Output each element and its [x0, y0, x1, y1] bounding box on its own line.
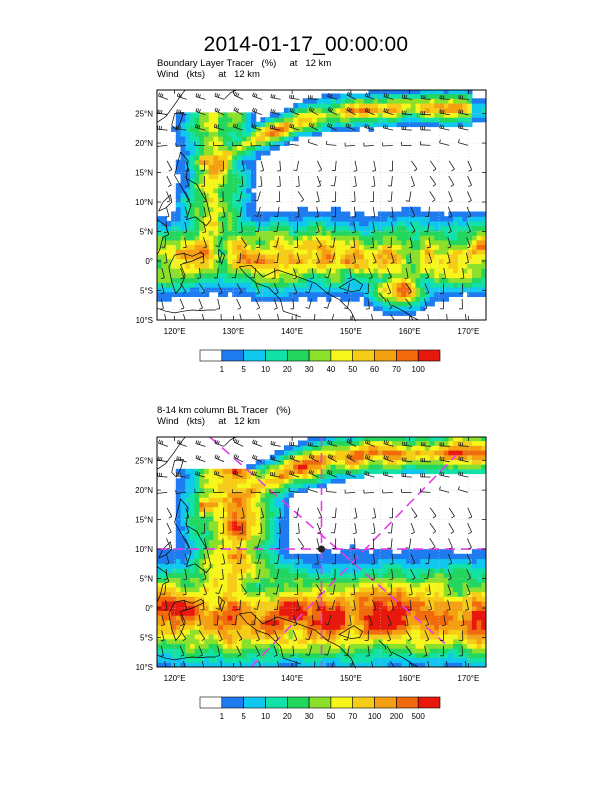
- panel2-wind-barbs: [157, 438, 473, 667]
- panel2-frame: [156, 436, 487, 668]
- panel1-colorbar-label: 50: [348, 365, 357, 374]
- panel2-coastlines: [156, 436, 419, 669]
- panel1-colorbar-box: [199, 349, 223, 362]
- panel2-colorbar-box: [417, 696, 441, 709]
- panel1-colorbar-box: [265, 349, 288, 362]
- panel2-colorbar-label: 5: [241, 712, 246, 721]
- panel1-colorbar-label: 40: [326, 365, 335, 374]
- panel2-ytick-label: 5°N: [140, 575, 154, 584]
- panel1-xtick-label: 150°E: [340, 327, 362, 336]
- panel2-colorbar-box: [243, 696, 266, 709]
- panel2-xtick-label: 120°E: [164, 674, 186, 683]
- panel2-xtick-label: 160°E: [399, 674, 421, 683]
- panel2-colorbar-label: 70: [348, 712, 357, 721]
- panel2-subtitle-line2: Wind (kts) at 12 km: [157, 416, 260, 427]
- panel2-xtick-label: 130°E: [222, 674, 244, 683]
- panel2-colorbar-box: [396, 696, 419, 709]
- panel1-colorbar-label: 1: [220, 365, 225, 374]
- panel2-ytick-label: 5°S: [140, 634, 153, 643]
- panel2-colorbar-box: [374, 696, 397, 709]
- panel2-colorbar-box: [330, 696, 353, 709]
- panel1-colorbar-box: [243, 349, 266, 362]
- panel2-colorbar-label: 1: [220, 712, 225, 721]
- panel1-colorbar-box: [396, 349, 419, 362]
- panel2-ytick-label: 25°N: [135, 457, 153, 466]
- page-title: 2014-01-17_00:00:00: [203, 33, 409, 56]
- panel1-xtick-label: 170°E: [457, 327, 479, 336]
- panel2-ytick-label: 10°N: [135, 545, 153, 554]
- panel1-field: [157, 90, 486, 316]
- panel2-field: [157, 437, 486, 667]
- panel2-colorbar-label: 100: [368, 712, 382, 721]
- panel2-ytick-label: 10°S: [136, 663, 153, 672]
- panel2-ytick-label: 15°N: [135, 516, 153, 525]
- panel1-wind-barbs: [157, 91, 473, 320]
- panel1-colorbar-label: 10: [261, 365, 270, 374]
- panel1-colorbar-label: 20: [283, 365, 292, 374]
- panel1-colorbar-box: [286, 349, 310, 362]
- panel1-ytick-label: 10°N: [135, 198, 153, 207]
- panel1-ytick-label: 5°S: [140, 287, 153, 296]
- panel2-ytick-label: 0°: [145, 604, 153, 613]
- panel2-colorbar-label: 20: [283, 712, 292, 721]
- panel2-ytick-label: 20°N: [135, 486, 153, 495]
- panel1-colorbar-box: [221, 349, 244, 362]
- panel1-ytick-label: 25°N: [135, 110, 153, 119]
- panel2-map: 120°E 130°E 140°E 150°E 160°E 170°E25°N20°N15…: [135, 436, 487, 721]
- panel1-ytick-label: 0°: [145, 257, 153, 266]
- panel2-subtitle-line1: 8-14 km column BL Tracer (%): [157, 405, 291, 416]
- panel1-xtick-label: 160°E: [399, 327, 421, 336]
- panel2-cross-center: [318, 545, 325, 553]
- panel2-colorbar-box: [308, 696, 332, 709]
- panel2-xtick-label: 170°E: [457, 674, 479, 683]
- panel2-colorbar-box: [286, 696, 310, 709]
- panel1-xtick-label: 120°E: [164, 327, 186, 336]
- panel1-xtick-label: 140°E: [281, 327, 303, 336]
- panel1-colorbar-label: 100: [412, 365, 426, 374]
- panel1-map: 120°E 130°E 140°E 150°E 160°E 170°E25°N20°N15…: [135, 89, 487, 374]
- panel1-colorbar-box: [417, 349, 441, 362]
- panel2-colorbar-label: 200: [390, 712, 404, 721]
- panel1-frame: [156, 89, 487, 321]
- panel1-coastlines: [156, 89, 419, 322]
- panel2-colorbar-box: [265, 696, 288, 709]
- panel2-xtick-label: 150°E: [340, 674, 362, 683]
- panel1-colorbar-box: [352, 349, 375, 362]
- panel2-colorbar-box: [221, 696, 244, 709]
- panel2-colorbar-label: 30: [305, 712, 314, 721]
- panel1-colorbar-label: 60: [370, 365, 379, 374]
- panel1-subtitle-line2: Wind (kts) at 12 km: [157, 69, 260, 80]
- panel1-colorbar-box: [330, 349, 353, 362]
- panel2-colorbar-label: 500: [412, 712, 426, 721]
- panel1-ytick-label: 10°S: [136, 316, 153, 325]
- panel2-colorbar-box: [199, 696, 223, 709]
- panel1-ytick-label: 5°N: [140, 228, 154, 237]
- panel1-colorbar-box: [374, 349, 397, 362]
- panel1-colorbar-box: [308, 349, 332, 362]
- panel1-subtitle-line1: Boundary Layer Tracer (%) at 12 km: [157, 58, 332, 69]
- panel1-ytick-label: 20°N: [135, 139, 153, 148]
- panel1-colorbar-label: 70: [392, 365, 401, 374]
- panel1-colorbar-label: 5: [241, 365, 246, 374]
- panel2-colorbar-label: 50: [326, 712, 335, 721]
- panel2-xtick-label: 140°E: [281, 674, 303, 683]
- panel2-colorbar-box: [352, 696, 375, 709]
- panel1-ytick-label: 15°N: [135, 169, 153, 178]
- panel2-colorbar-label: 10: [261, 712, 270, 721]
- panel1-xtick-label: 130°E: [222, 327, 244, 336]
- panel1-colorbar-label: 30: [305, 365, 314, 374]
